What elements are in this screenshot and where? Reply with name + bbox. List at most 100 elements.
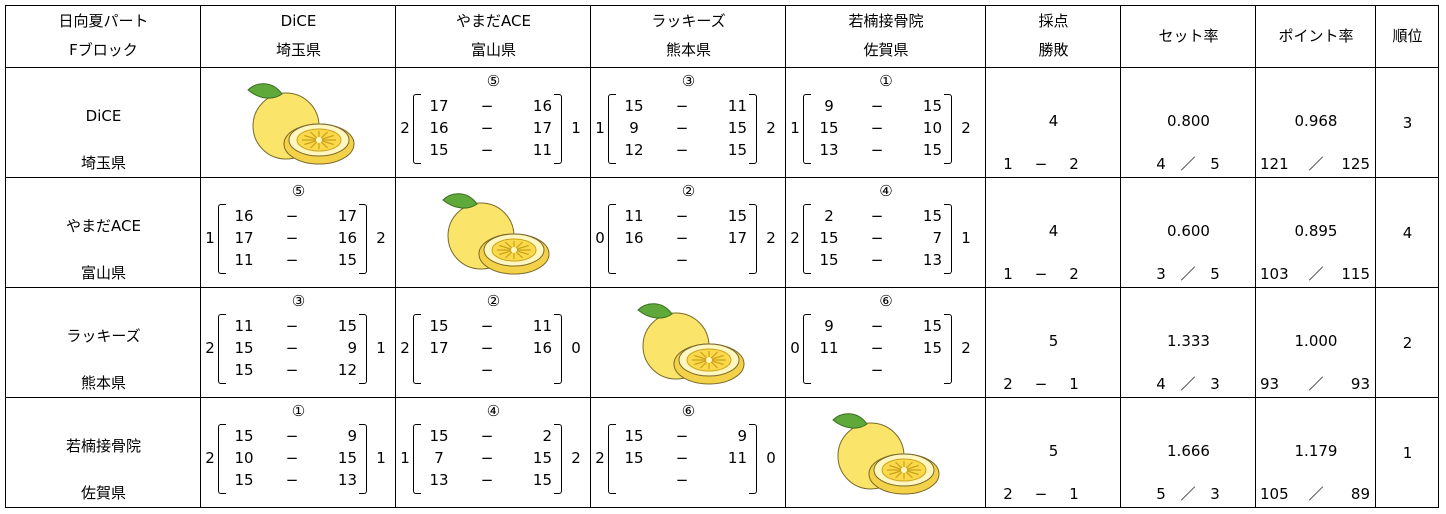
game-dash: −: [675, 207, 689, 225]
game-dash: −: [480, 141, 494, 159]
match-order: ②: [681, 182, 696, 200]
set-rate: 0.800: [1167, 112, 1210, 130]
sets-right: 0: [571, 339, 581, 357]
table-cell: 3: [1376, 68, 1439, 178]
game-score: 16: [532, 339, 552, 357]
table-cell: ⑤ 2 1 17 − 16 16 − 17 15 − 11: [396, 68, 591, 178]
header-text: 勝敗: [1038, 41, 1069, 59]
sets-lost: 3: [1210, 375, 1220, 393]
table-cell: 日向夏パート Fブロック: [6, 6, 201, 68]
wins: 1: [1003, 155, 1013, 173]
table-cell: ④ 1 2 15 − 2 7 − 15 13 − 15: [396, 398, 591, 508]
sets-right: 1: [376, 339, 386, 357]
fruit-icon: [429, 188, 559, 278]
game-score: 15: [922, 97, 942, 115]
table-cell: 1: [1376, 398, 1439, 508]
game-score: 15: [234, 361, 254, 379]
game-score: 16: [234, 207, 254, 225]
losses: 1: [1069, 485, 1079, 503]
results-table: 日向夏パート Fブロック DiCE 埼玉県 やまだACE 富山県 ラッキーズ 熊本県 若楠接骨院…: [5, 5, 1439, 508]
bracket-left: [803, 314, 811, 384]
sets-left: 0: [790, 339, 800, 357]
game-score: 13: [922, 251, 942, 269]
game-score: 15: [922, 141, 942, 159]
table-cell: DiCE 埼玉県: [201, 6, 396, 68]
game-score: 15: [532, 449, 552, 467]
sets-left: 2: [595, 449, 605, 467]
team-name: DiCE: [85, 107, 122, 125]
team-name: 若楠接骨院: [65, 437, 141, 455]
game-score: 9: [347, 427, 357, 445]
record-dash: −: [1034, 485, 1048, 503]
team-pref: 富山県: [80, 264, 126, 282]
points-won: 105: [1260, 485, 1289, 503]
bracket-left: [608, 94, 616, 164]
game-score: 15: [922, 339, 942, 357]
game-score: 15: [922, 317, 942, 335]
game-score: 11: [819, 339, 839, 357]
game-dash: −: [480, 97, 494, 115]
record-dash: −: [1034, 265, 1048, 283]
rank: 3: [1402, 114, 1413, 132]
bracket-right: [749, 424, 757, 494]
game-dash: −: [285, 361, 299, 379]
header-text: ポイント率: [1278, 27, 1354, 45]
losses: 2: [1069, 265, 1079, 283]
game-score: 10: [922, 119, 942, 137]
table-cell: 5 2 − 1: [986, 288, 1121, 398]
points-won: 103: [1260, 265, 1289, 283]
game-dash: −: [675, 141, 689, 159]
table-cell: DiCE 埼玉県: [6, 68, 201, 178]
sets-right: 2: [376, 229, 386, 247]
game-dash: −: [480, 449, 494, 467]
sets-right: 2: [961, 339, 971, 357]
game-dash: −: [675, 229, 689, 247]
game-score: 17: [429, 339, 449, 357]
game-score: 9: [737, 427, 747, 445]
fruit-svg: [636, 303, 744, 385]
set-rate: 1.333: [1167, 332, 1210, 350]
table-cell: 2: [1376, 288, 1439, 398]
fruit-core: [510, 247, 517, 253]
sets-left: 1: [400, 449, 410, 467]
rate-slash: ／: [1180, 265, 1196, 283]
game-dash: −: [285, 339, 299, 357]
sets-left: 2: [400, 119, 410, 137]
game-score: 17: [727, 229, 747, 247]
table-cell: 1.000 93 ／ 93: [1256, 288, 1376, 398]
table-cell: 1.179 105 ／ 89: [1256, 398, 1376, 508]
game-dash: −: [480, 339, 494, 357]
bracket-right: [359, 424, 367, 494]
bracket-left: [413, 424, 421, 494]
sets-lost: 5: [1210, 155, 1220, 173]
header-team-pref: 佐賀県: [863, 41, 909, 59]
team-pref: 熊本県: [80, 374, 126, 392]
match-order: ③: [681, 72, 696, 90]
rank: 4: [1402, 224, 1413, 242]
game-score: 15: [727, 207, 747, 225]
table-cell: やまだACE 富山県: [6, 178, 201, 288]
bracket-right: [944, 204, 952, 274]
game-score: 9: [824, 317, 834, 335]
bracket-left: [608, 424, 616, 494]
table-cell: ① 1 2 9 − 15 15 − 10 13 − 15: [786, 68, 986, 178]
sets-left: 1: [205, 229, 215, 247]
bracket-left: [413, 94, 421, 164]
game-dash: −: [870, 251, 884, 269]
sets-right: 1: [961, 229, 971, 247]
game-dash: −: [285, 449, 299, 467]
bracket-left: [608, 204, 616, 274]
match-order: ⑥: [879, 292, 893, 310]
table-cell: やまだACE 富山県: [396, 6, 591, 68]
table-cell: 若楠接骨院 佐賀県: [786, 6, 986, 68]
sets-left: 2: [205, 449, 215, 467]
table-cell: 0.800 4 ／ 5: [1121, 68, 1256, 178]
match-order: ⑤: [486, 72, 501, 90]
game-score: 15: [234, 471, 254, 489]
game-score: 16: [429, 119, 449, 137]
game-score: 7: [932, 229, 942, 247]
game-score: 12: [337, 361, 357, 379]
game-dash: −: [870, 207, 884, 225]
header-text: セット率: [1158, 27, 1219, 45]
fruit-core: [315, 137, 322, 143]
